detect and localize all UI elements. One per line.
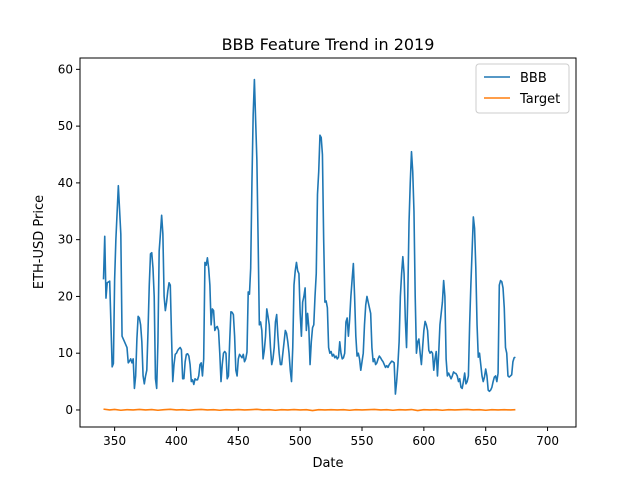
x-tick-label: 650 bbox=[474, 434, 497, 448]
x-tick-label: 700 bbox=[536, 434, 559, 448]
series-layer bbox=[102, 78, 516, 412]
chart-title: BBB Feature Trend in 2019 bbox=[222, 35, 435, 54]
x-axis-label: Date bbox=[312, 456, 343, 471]
x-tick-label: 400 bbox=[165, 434, 188, 448]
y-tick-label: 10 bbox=[58, 346, 73, 360]
y-tick-label: 60 bbox=[58, 62, 73, 76]
y-tick-label: 20 bbox=[58, 289, 73, 303]
legend-label-bbb: BBB bbox=[520, 71, 547, 86]
y-tick-label: 50 bbox=[58, 119, 73, 133]
x-tick-label: 600 bbox=[412, 434, 435, 448]
x-tick-label: 450 bbox=[227, 434, 250, 448]
y-axis-label: ETH-USD Price bbox=[32, 195, 47, 289]
x-tick-label: 350 bbox=[103, 434, 126, 448]
x-tick-label: 500 bbox=[289, 434, 312, 448]
series-line-target bbox=[103, 408, 516, 412]
series-line-bbb bbox=[102, 78, 516, 395]
x-axis: 350 400 450 500 550 600 650 700 bbox=[103, 427, 559, 448]
x-tick-label: 550 bbox=[351, 434, 374, 448]
y-tick-label: 0 bbox=[65, 403, 73, 417]
legend: BBB Target bbox=[475, 63, 570, 114]
y-tick-label: 30 bbox=[58, 233, 73, 247]
y-axis: 0 10 20 30 40 50 60 bbox=[58, 62, 80, 417]
plot-frame bbox=[79, 57, 577, 428]
y-tick-label: 40 bbox=[58, 176, 73, 190]
legend-label-target: Target bbox=[519, 92, 560, 107]
